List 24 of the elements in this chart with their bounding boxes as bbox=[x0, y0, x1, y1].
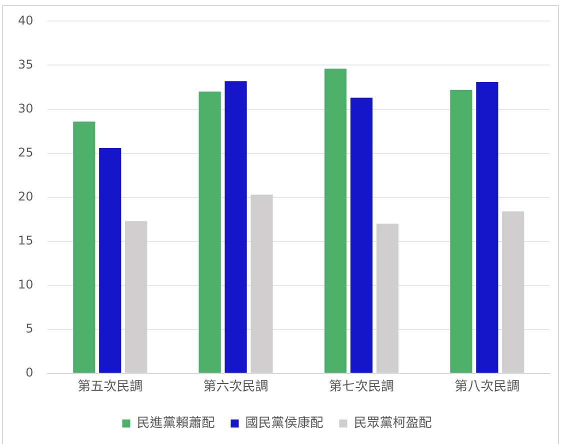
y-tick-label: 15 bbox=[18, 233, 34, 248]
y-tick-label: 30 bbox=[18, 101, 34, 116]
legend-label: 民進黨賴蕭配 bbox=[136, 416, 215, 431]
y-tick-label: 25 bbox=[18, 145, 34, 160]
bar bbox=[224, 81, 247, 373]
legend-label: 民眾黨柯盈配 bbox=[354, 416, 432, 431]
y-tick-label: 35 bbox=[18, 57, 34, 72]
y-tick-label: 20 bbox=[18, 189, 34, 204]
y-tick-label: 0 bbox=[26, 366, 34, 380]
bar bbox=[73, 122, 96, 373]
bar bbox=[476, 82, 498, 373]
x-tick-label: 第六次民調 bbox=[203, 378, 268, 395]
bar bbox=[324, 68, 347, 373]
y-tick-label: 40 bbox=[18, 13, 34, 28]
y-tick-label: 10 bbox=[18, 277, 34, 292]
bar bbox=[198, 92, 221, 373]
y-tick-label: 5 bbox=[26, 322, 34, 336]
legend-label: 國民黨侯康配 bbox=[245, 414, 324, 431]
x-tick-label: 第八次民調 bbox=[454, 378, 520, 395]
x-tick-label: 第七次民調 bbox=[328, 378, 394, 395]
bar bbox=[99, 148, 122, 373]
bar bbox=[450, 90, 472, 373]
bar bbox=[350, 98, 373, 373]
x-tick-label: 第五次民調 bbox=[78, 378, 143, 395]
